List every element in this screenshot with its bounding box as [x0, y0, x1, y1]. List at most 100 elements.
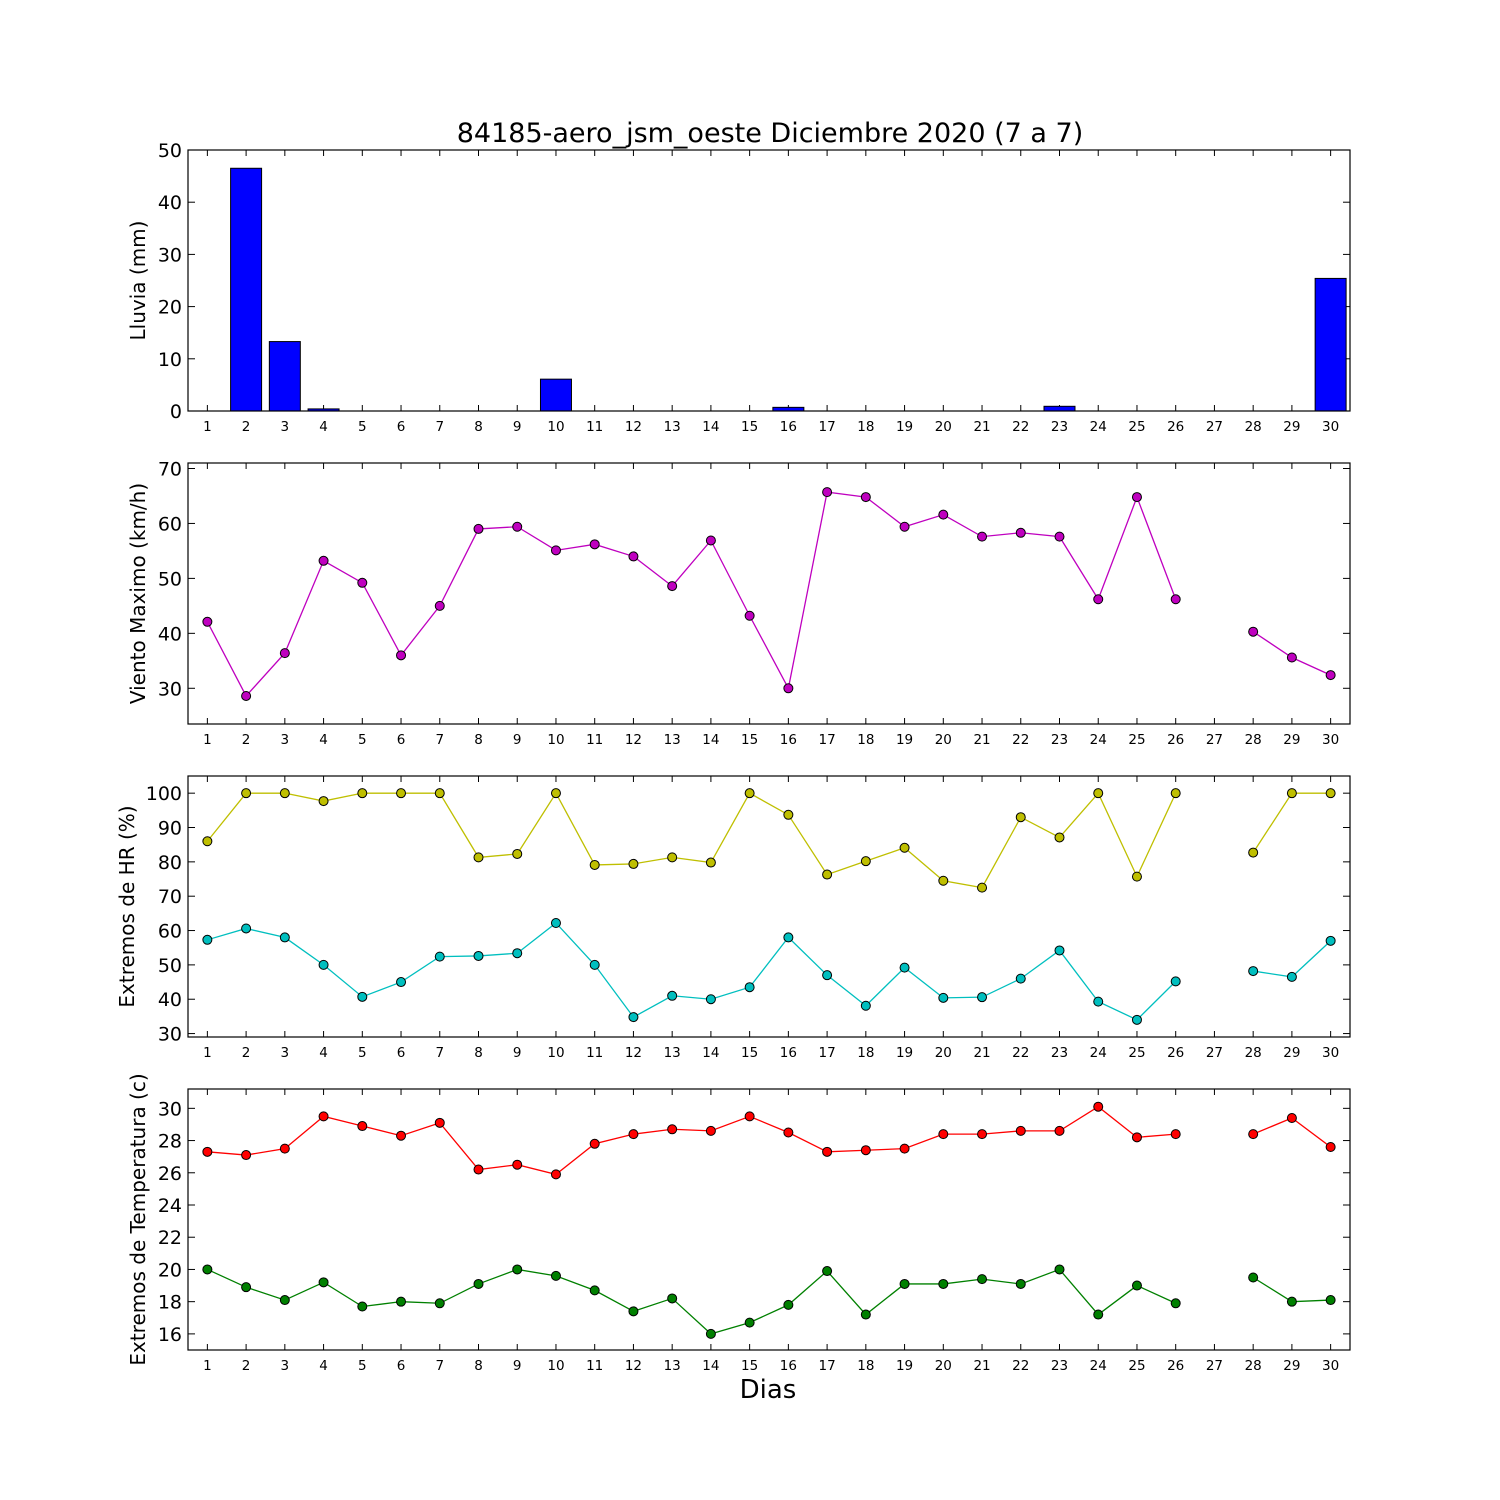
data-point — [279, 1143, 290, 1154]
data-point — [667, 1124, 678, 1135]
x-tick-label: 19 — [896, 1358, 913, 1374]
x-tick-label: 10 — [547, 1358, 564, 1374]
data-point — [241, 1282, 252, 1293]
x-tick-label: 2 — [242, 1358, 251, 1374]
data-point — [512, 521, 523, 532]
x-tick-label: 3 — [281, 732, 290, 748]
data-point — [783, 932, 794, 943]
x-tick-label: 1 — [203, 1045, 212, 1061]
x-tick-label: 11 — [586, 732, 603, 748]
data-point — [822, 1266, 833, 1277]
x-tick-label: 25 — [1128, 419, 1145, 435]
axes-frame — [187, 149, 1351, 412]
x-tick-label: 24 — [1090, 732, 1107, 748]
data-point — [318, 959, 329, 970]
x-tick-label: 7 — [435, 1045, 444, 1061]
y-tick-label: 24 — [158, 1195, 182, 1217]
data-point — [473, 950, 484, 961]
rain-bar — [230, 167, 263, 411]
data-point — [1015, 1278, 1026, 1289]
x-tick-label: 1 — [203, 732, 212, 748]
x-tick-label: 5 — [358, 1045, 367, 1061]
data-point — [279, 788, 290, 799]
x-tick-label: 5 — [358, 732, 367, 748]
x-tick-label: 3 — [281, 1358, 290, 1374]
y-tick-label: 22 — [158, 1227, 182, 1249]
data-point — [241, 690, 252, 701]
data-point — [822, 869, 833, 880]
data-point — [628, 1306, 639, 1317]
x-tick-label: 19 — [896, 1045, 913, 1061]
x-tick-label: 24 — [1090, 1045, 1107, 1061]
x-tick-label: 17 — [819, 1358, 836, 1374]
data-point — [705, 994, 716, 1005]
data-point — [938, 875, 949, 886]
y-tick-label: 26 — [158, 1163, 182, 1185]
data-point — [860, 856, 871, 867]
x-tick-label: 27 — [1206, 732, 1223, 748]
data-point — [667, 990, 678, 1001]
x-tick-label: 3 — [281, 419, 290, 435]
y-tick-label: 50 — [158, 568, 182, 590]
x-tick-label: 16 — [780, 1358, 797, 1374]
axes-frame — [187, 1088, 1351, 1351]
data-point — [705, 535, 716, 546]
x-tick-label: 2 — [242, 1045, 251, 1061]
data-point — [1248, 626, 1259, 637]
data-point — [628, 1129, 639, 1140]
data-point — [1054, 832, 1065, 843]
x-tick-label: 11 — [586, 1045, 603, 1061]
axes-frame — [187, 462, 1351, 725]
data-point — [512, 848, 523, 859]
x-tick-label: 23 — [1051, 419, 1068, 435]
y-tick-label: 60 — [158, 513, 182, 535]
y-tick-label: 60 — [158, 921, 182, 943]
x-tick-label: 25 — [1128, 1045, 1145, 1061]
data-point — [473, 523, 484, 534]
data-point — [1093, 1309, 1104, 1320]
data-point — [1286, 971, 1297, 982]
x-tick-label: 4 — [319, 732, 328, 748]
x-tick-label: 9 — [513, 1045, 522, 1061]
data-point — [705, 857, 716, 868]
x-tick-label: 12 — [625, 1358, 642, 1374]
x-tick-label: 9 — [513, 1358, 522, 1374]
data-point — [977, 992, 988, 1003]
data-point — [357, 1121, 368, 1132]
x-tick-label: 21 — [973, 1358, 990, 1374]
x-tick-label: 14 — [702, 419, 719, 435]
x-tick-label: 27 — [1206, 419, 1223, 435]
data-point — [318, 1111, 329, 1122]
data-point — [667, 1293, 678, 1304]
data-point — [628, 1012, 639, 1023]
y-axis-label: Viento Maximo (km/h) — [126, 483, 150, 704]
data-point — [550, 788, 561, 799]
y-tick-label: 80 — [158, 852, 182, 874]
data-point — [550, 1169, 561, 1180]
x-tick-label: 30 — [1322, 1045, 1339, 1061]
data-point — [1015, 527, 1026, 538]
data-point — [396, 1130, 407, 1141]
x-tick-label: 6 — [397, 1045, 406, 1061]
x-tick-label: 22 — [1012, 1358, 1029, 1374]
y-axis-label: Extremos de Temperatura (c) — [126, 1073, 150, 1365]
rain-bar — [772, 406, 805, 411]
x-tick-label: 26 — [1167, 732, 1184, 748]
data-point — [899, 521, 910, 532]
data-point — [1286, 1113, 1297, 1123]
x-tick-label: 25 — [1128, 1358, 1145, 1374]
x-tick-label: 18 — [857, 732, 874, 748]
data-point — [202, 1264, 213, 1275]
x-tick-label: 13 — [664, 1358, 681, 1374]
x-tick-label: 26 — [1167, 1045, 1184, 1061]
data-point — [783, 809, 794, 820]
data-point — [899, 962, 910, 973]
data-point — [1170, 788, 1181, 799]
data-point — [744, 610, 755, 621]
x-tick-label: 22 — [1012, 1045, 1029, 1061]
data-point — [667, 852, 678, 863]
x-tick-label: 6 — [397, 732, 406, 748]
x-tick-label: 22 — [1012, 732, 1029, 748]
